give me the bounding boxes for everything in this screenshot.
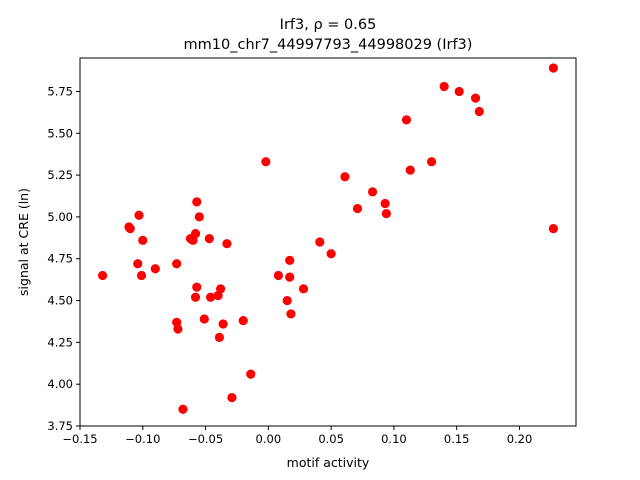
- data-point: [548, 224, 558, 234]
- x-tick-label: 0.00: [256, 432, 282, 446]
- data-point: [138, 235, 148, 245]
- y-axis-label: signal at CRE (ln): [16, 188, 31, 296]
- data-point: [227, 392, 237, 403]
- data-point: [173, 324, 183, 334]
- data-point: [326, 249, 336, 259]
- data-point: [216, 284, 226, 294]
- data-point: [192, 282, 202, 292]
- data-point: [548, 63, 558, 73]
- data-point: [439, 81, 449, 92]
- data-point: [315, 237, 325, 247]
- data-point: [218, 319, 228, 329]
- x-axis-label: motif activity: [287, 455, 370, 470]
- x-tick-label: −0.15: [62, 432, 97, 446]
- plot-frame: [79, 57, 577, 427]
- data-point: [261, 157, 271, 167]
- chart-title-line2: mm10_chr7_44997793_44998029 (Irf3): [184, 37, 473, 53]
- x-tick-label: −0.10: [125, 432, 160, 446]
- data-point: [238, 316, 248, 326]
- data-point: [246, 369, 256, 379]
- y-tick-label: 5.25: [47, 168, 73, 182]
- y-tick-label: 4.75: [47, 252, 73, 266]
- data-point: [340, 172, 350, 182]
- y-tick-label: 4.25: [47, 335, 73, 349]
- y-tick-label: 5.00: [47, 210, 73, 224]
- data-point: [401, 115, 412, 125]
- data-point: [285, 255, 295, 265]
- data-point: [199, 314, 209, 324]
- data-point: [190, 229, 201, 239]
- data-point: [125, 224, 135, 234]
- data-point: [367, 187, 378, 197]
- data-point: [454, 86, 464, 97]
- x-tick-label: 0.10: [381, 432, 407, 446]
- y-tick-label: 5.75: [47, 84, 73, 98]
- y-tick-label: 3.75: [47, 419, 73, 433]
- x-tick-label: −0.05: [188, 432, 223, 446]
- data-point: [214, 332, 224, 342]
- data-point: [470, 93, 481, 103]
- chart-title-line1: Irf3, ρ = 0.65: [280, 17, 377, 33]
- data-point: [381, 208, 391, 219]
- x-tick-label: 0.05: [318, 432, 344, 446]
- data-point: [194, 212, 204, 222]
- data-point: [172, 259, 182, 269]
- data-point: [178, 404, 188, 414]
- data-point: [298, 284, 309, 294]
- data-point: [136, 270, 147, 281]
- data-point: [190, 292, 201, 302]
- data-point: [192, 197, 202, 207]
- y-tick-label: 4.50: [47, 294, 73, 308]
- data-point: [474, 106, 484, 117]
- data-point: [204, 234, 214, 244]
- data-point: [352, 203, 363, 214]
- y-tick-label: 5.50: [47, 126, 73, 140]
- data-point: [205, 292, 216, 302]
- data-point: [98, 270, 108, 281]
- y-tick-label: 4.00: [47, 377, 73, 391]
- data-point: [405, 165, 415, 175]
- data-point: [134, 210, 144, 220]
- data-point: [282, 295, 292, 306]
- x-tick-label: 0.15: [444, 432, 470, 446]
- data-point: [150, 264, 160, 274]
- data-point: [273, 270, 283, 281]
- plot-area: −0.15 −0.10 −0.05 0.00 0.05 0.10 0.15 0.20 3.75 4…: [47, 57, 577, 446]
- x-tick-label: 0.20: [507, 432, 533, 446]
- data-point: [285, 272, 295, 282]
- data-point: [222, 239, 232, 249]
- data-point: [426, 157, 437, 167]
- data-point: [380, 198, 390, 209]
- data-point: [286, 309, 296, 319]
- data-point: [133, 259, 143, 269]
